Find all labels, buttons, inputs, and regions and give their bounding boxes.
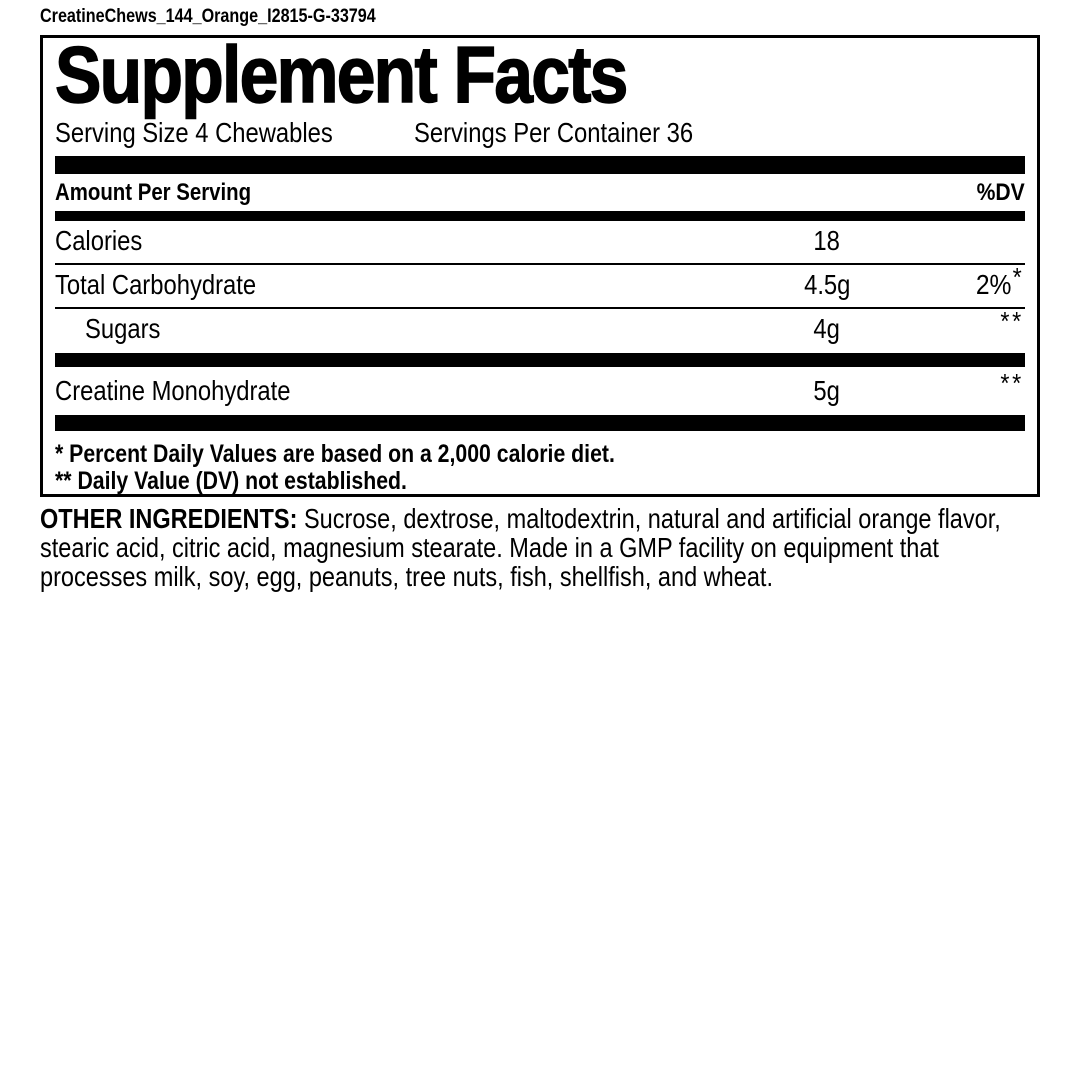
percent-dv-header-text: %DV [976, 179, 1025, 206]
other-ingredients-paragraph: OTHER INGREDIENTS: Sucrose, dextrose, ma… [40, 504, 1040, 591]
indented-label-wrap: Sugars [55, 313, 174, 344]
nutrient-dv-cell: ** [999, 369, 1025, 405]
table-row-total-carbohydrate: Total Carbohydrate 4.5g 2%* [55, 263, 1025, 309]
nutrient-name: Sugars [85, 313, 161, 344]
divider-bar-mid [55, 353, 1025, 367]
serving-info-line: Serving Size 4 Chewables Servings Per Con… [55, 118, 1025, 148]
nutrient-dv-cell: 2%* [971, 263, 1025, 300]
percent-dv-header: %DV [970, 179, 1025, 206]
nutrient-amount: 5g [813, 375, 841, 406]
table-row-creatine-monohydrate: Creatine Monohydrate 5g ** [55, 367, 1025, 415]
dv-asterisk: * [1012, 262, 1025, 292]
footnote-text: * Percent Daily Values are based on a 2,… [55, 440, 615, 468]
nutrient-amount: 4g [813, 313, 841, 344]
nutrient-amount: 18 [813, 225, 841, 256]
supplement-facts-panel: Supplement Facts Serving Size 4 Chewable… [40, 30, 1040, 497]
other-ingredients-text: Sucrose, dextrose, maltodextrin, natural… [40, 503, 1001, 592]
footnote-dv-not-established: ** Daily Value (DV) not established. [55, 468, 1025, 495]
nutrient-amount: 4.5g [803, 269, 851, 300]
nutrient-amount-cell: 4.5g [737, 271, 917, 299]
serving-size-text: Serving Size 4 Chewables [55, 117, 333, 148]
nutrient-amount-cell: 5g [737, 377, 917, 405]
servings-per-container-text: Servings Per Container 36 [413, 117, 693, 148]
file-id-text: CreatineChews_144_Orange_I2815-G-33794 [40, 6, 435, 28]
nutrient-dv: 2% [976, 269, 1012, 300]
divider-bar-thick-top [55, 156, 1025, 174]
nutrient-name: Calories [55, 225, 143, 256]
table-row-calories: Calories 18 [55, 221, 1025, 265]
panel-title: Supplement Facts [54, 30, 1025, 119]
nutrient-name: Total Carbohydrate [55, 269, 257, 300]
divider-bar-under-header [55, 211, 1025, 221]
nutrient-amount-cell: 18 [737, 227, 917, 255]
nutrient-name: Creatine Monohydrate [55, 375, 291, 406]
file-id-label: CreatineChews_144_Orange_I2815-G-33794 [40, 6, 376, 27]
table-header-row: Amount Per Serving %DV [55, 174, 1025, 211]
panel-title-text: Supplement Facts [54, 30, 629, 119]
divider-bar-bottom [55, 415, 1025, 431]
nutrient-dv-cell: ** [999, 307, 1025, 343]
footnote-daily-values: * Percent Daily Values are based on a 2,… [55, 441, 1025, 468]
amount-per-serving-header: Amount Per Serving [55, 179, 252, 206]
other-ingredients-heading: OTHER INGREDIENTS: [40, 503, 298, 534]
dv-asterisk: ** [1000, 368, 1024, 398]
nutrient-amount-cell: 4g [737, 315, 917, 343]
dv-asterisk: ** [1000, 306, 1024, 336]
footnote-text: ** Daily Value (DV) not established. [55, 467, 407, 495]
table-row-sugars: Sugars 4g ** [55, 307, 1025, 353]
